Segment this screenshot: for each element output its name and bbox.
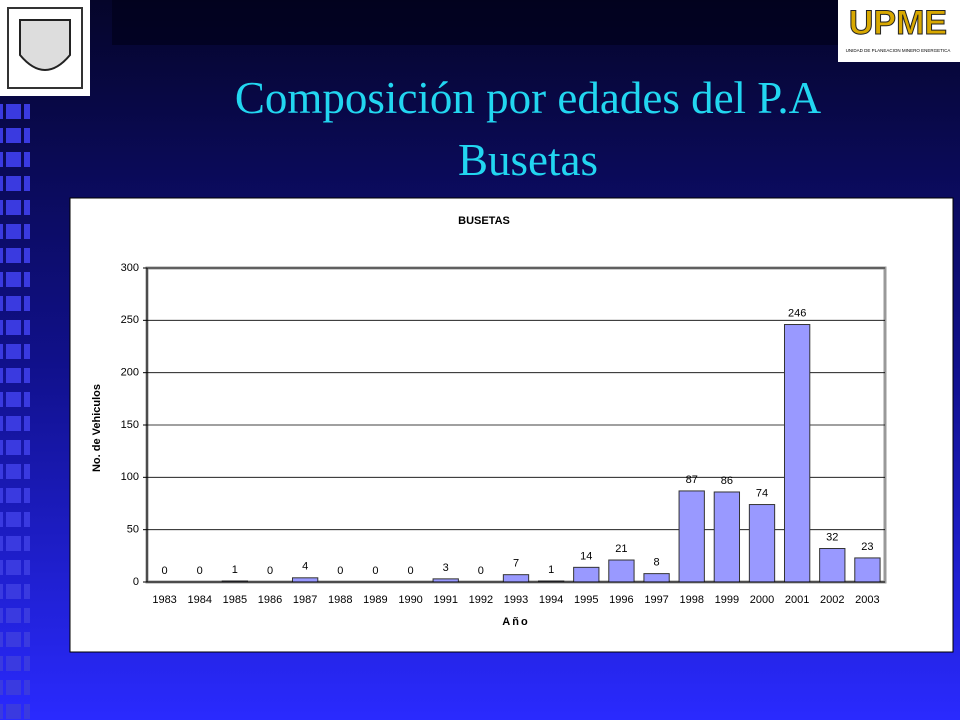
x-tick-label: 1990 xyxy=(398,594,422,606)
x-tick-label: 1986 xyxy=(258,594,282,606)
bar xyxy=(291,577,319,583)
x-tick-label: 1988 xyxy=(328,594,352,606)
value-label: 23 xyxy=(861,541,873,553)
bar xyxy=(713,491,741,583)
slide-title: Busetas xyxy=(458,135,598,185)
value-label: 0 xyxy=(372,565,378,577)
value-label: 3 xyxy=(443,562,449,574)
x-tick-label: 1998 xyxy=(679,594,703,606)
x-tick-label: 1996 xyxy=(609,594,633,606)
bar xyxy=(643,573,670,583)
value-label: 86 xyxy=(721,475,733,487)
x-tick-label: 1985 xyxy=(223,594,247,606)
value-label: 0 xyxy=(337,565,343,577)
value-label: 74 xyxy=(756,487,768,499)
logo-subtitle: UNIDAD DE PLANEACION MINERO ENERGETICA xyxy=(846,48,951,53)
value-label: 0 xyxy=(162,565,168,577)
x-tick-label: 1995 xyxy=(574,594,598,606)
value-label: 32 xyxy=(826,531,838,543)
chart-title: BUSETAS xyxy=(458,215,510,227)
value-label: 0 xyxy=(478,565,484,577)
logo-text: UPME xyxy=(849,4,947,42)
top-band xyxy=(112,0,960,45)
value-label: 0 xyxy=(197,565,203,577)
square-stripe xyxy=(0,0,30,720)
x-tick-label: 1983 xyxy=(152,594,176,606)
x-tick-label: 1984 xyxy=(187,594,211,606)
x-axis-label: Año xyxy=(502,616,529,628)
bar xyxy=(819,548,846,583)
bar xyxy=(678,490,705,583)
upme-logo xyxy=(838,0,960,62)
y-tick-label: 50 xyxy=(127,524,139,536)
y-tick-label: 300 xyxy=(121,262,139,274)
slide-title: Composición por edades del P.A xyxy=(235,73,822,123)
y-tick-label: 150 xyxy=(121,419,139,431)
x-tick-label: 1994 xyxy=(539,594,563,606)
x-tick-label: 1991 xyxy=(433,594,457,606)
bar xyxy=(783,324,811,583)
value-label: 4 xyxy=(302,561,308,573)
value-label: 8 xyxy=(654,557,660,569)
value-label: 1 xyxy=(548,564,554,576)
x-tick-label: 1989 xyxy=(363,594,387,606)
value-label: 1 xyxy=(232,564,238,576)
bar xyxy=(608,559,635,583)
bar xyxy=(748,504,776,583)
seal-frame xyxy=(7,7,83,89)
x-tick-label: 1993 xyxy=(504,594,528,606)
y-tick-label: 250 xyxy=(121,314,139,326)
bar xyxy=(502,574,530,583)
x-tick-label: 2000 xyxy=(750,594,774,606)
seal-shield xyxy=(19,19,71,71)
bar xyxy=(854,557,881,583)
value-label: 21 xyxy=(615,543,627,555)
x-tick-label: 2001 xyxy=(785,594,809,606)
bar xyxy=(573,566,600,583)
x-tick-label: 2003 xyxy=(855,594,879,606)
value-label: 0 xyxy=(408,565,414,577)
y-tick-label: 100 xyxy=(121,471,139,483)
x-tick-label: 1999 xyxy=(715,594,739,606)
x-tick-label: 1992 xyxy=(469,594,493,606)
y-axis-label: No. de Vehiculos xyxy=(91,384,103,472)
y-tick-label: 0 xyxy=(133,576,139,588)
value-label: 0 xyxy=(267,565,273,577)
value-label: 87 xyxy=(686,474,698,486)
x-tick-label: 1987 xyxy=(293,594,317,606)
y-tick-label: 200 xyxy=(121,367,139,379)
value-label: 7 xyxy=(513,558,519,570)
value-label: 246 xyxy=(788,307,806,319)
x-tick-label: 2002 xyxy=(820,594,844,606)
value-label: 14 xyxy=(580,550,592,562)
x-tick-label: 1997 xyxy=(644,594,668,606)
